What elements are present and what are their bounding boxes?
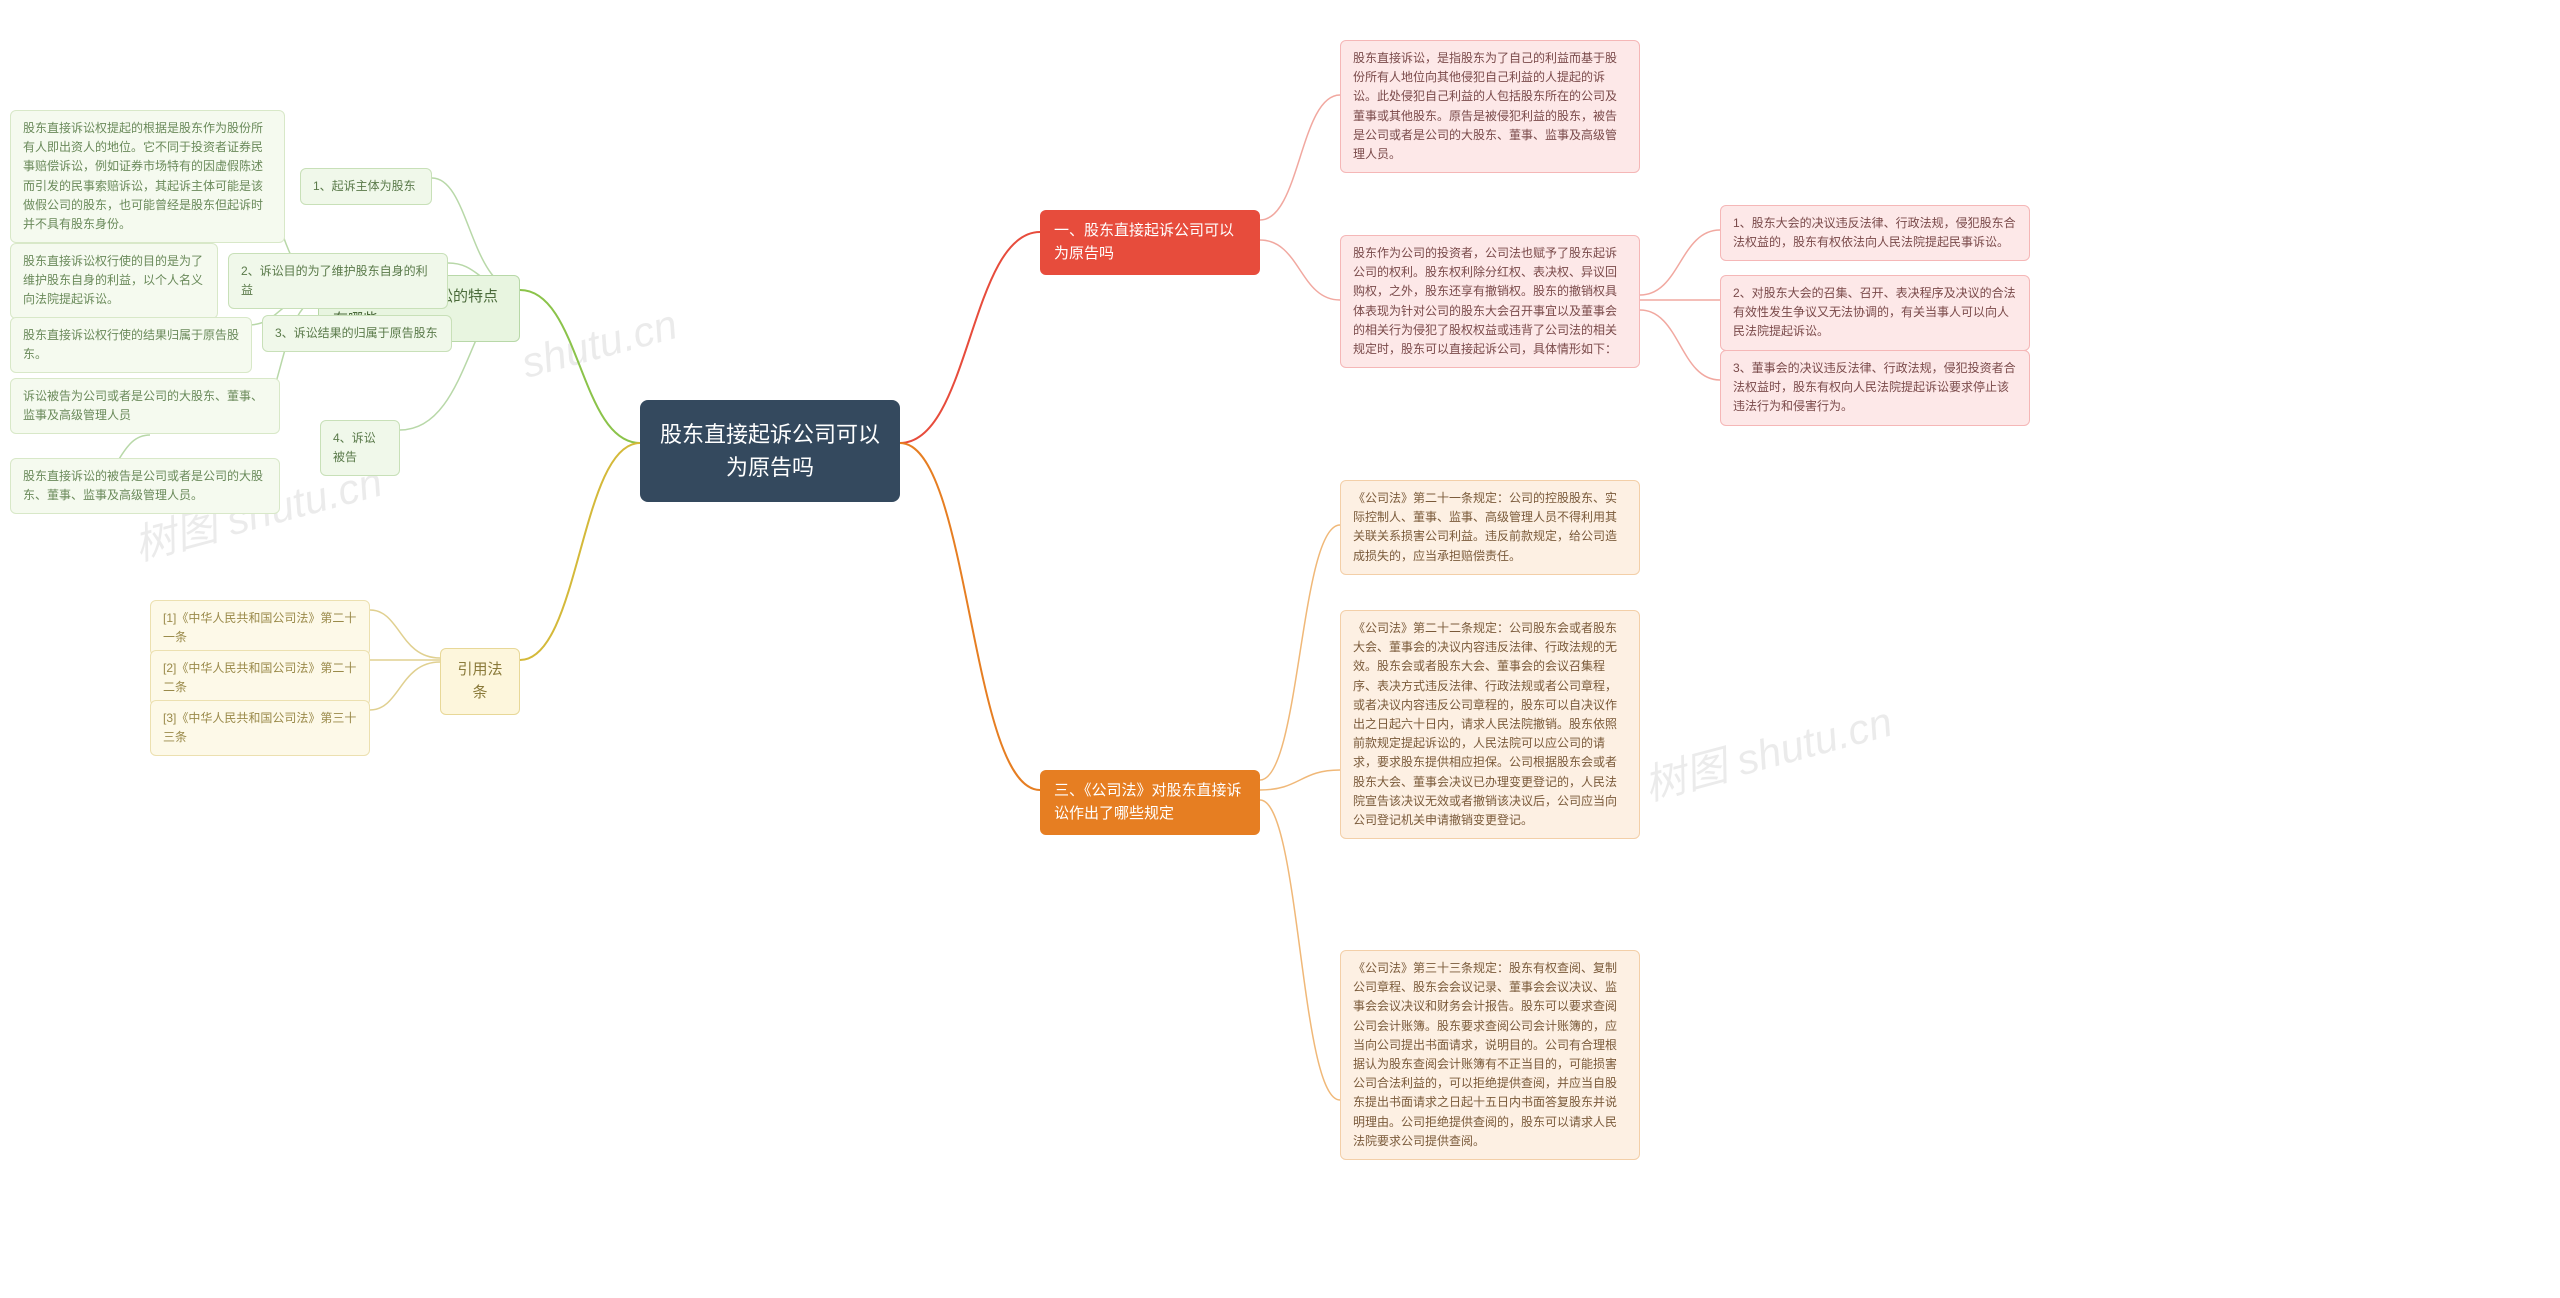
leaf-text: 2、对股东大会的召集、召开、表决程序及决议的合法有效性发生争议又无法协调的，有关… bbox=[1733, 286, 2016, 338]
branch-3-leaf-2: 《公司法》第二十二条规定：公司股东会或者股东大会、董事会的决议内容违反法律、行政… bbox=[1340, 610, 1640, 839]
leaf-text: [2]《中华人民共和国公司法》第二十二条 bbox=[163, 661, 356, 694]
branch-2-s4: 4、诉讼被告 bbox=[320, 420, 400, 476]
branch-1-label: 一、股东直接起诉公司可以为原告吗 bbox=[1054, 222, 1234, 262]
leaf-text: 股东直接诉讼权行使的目的是为了维护股东自身的利益，以个人名义向法院提起诉讼。 bbox=[23, 254, 203, 306]
sub-label: 4、诉讼被告 bbox=[333, 431, 376, 464]
branch-2-s2: 2、诉讼目的为了维护股东自身的利益 bbox=[228, 253, 448, 309]
branch-3-label: 三、《公司法》对股东直接诉讼作出了哪些规定 bbox=[1054, 782, 1242, 822]
branch-1-sub-2: 2、对股东大会的召集、召开、表决程序及决议的合法有效性发生争议又无法协调的，有关… bbox=[1720, 275, 2030, 351]
branch-1-sub-3: 3、董事会的决议违反法律、行政法规，侵犯投资者合法权益时，股东有权向人民法院提起… bbox=[1720, 350, 2030, 426]
center-node: 股东直接起诉公司可以为原告吗 bbox=[640, 400, 900, 502]
branch-3: 三、《公司法》对股东直接诉讼作出了哪些规定 bbox=[1040, 770, 1260, 835]
branch-4: 引用法条 bbox=[440, 648, 520, 715]
center-label: 股东直接起诉公司可以为原告吗 bbox=[660, 422, 880, 480]
branch-3-leaf-3: 《公司法》第三十三条规定：股东有权查阅、复制公司章程、股东会会议记录、董事会会议… bbox=[1340, 950, 1640, 1160]
branch-1: 一、股东直接起诉公司可以为原告吗 bbox=[1040, 210, 1260, 275]
branch-4-leaf-2: [2]《中华人民共和国公司法》第二十二条 bbox=[150, 650, 370, 706]
leaf-text: 股东直接诉讼，是指股东为了自己的利益而基于股份所有人地位向其他侵犯自己利益的人提… bbox=[1353, 51, 1617, 161]
leaf-text: 股东直接诉讼的被告是公司或者是公司的大股东、董事、监事及高级管理人员。 bbox=[23, 469, 263, 502]
branch-2-s4-leaf-1: 诉讼被告为公司或者是公司的大股东、董事、监事及高级管理人员 bbox=[10, 378, 280, 434]
leaf-text: [3]《中华人民共和国公司法》第三十三条 bbox=[163, 711, 356, 744]
leaf-text: 1、股东大会的决议违反法律、行政法规，侵犯股东合法权益的，股东有权依法向人民法院… bbox=[1733, 216, 2016, 249]
branch-1-leaf-1: 股东直接诉讼，是指股东为了自己的利益而基于股份所有人地位向其他侵犯自己利益的人提… bbox=[1340, 40, 1640, 173]
branch-4-leaf-1: [1]《中华人民共和国公司法》第二十一条 bbox=[150, 600, 370, 656]
leaf-text: 股东直接诉讼权行使的结果归属于原告股东。 bbox=[23, 328, 239, 361]
leaf-text: 《公司法》第二十一条规定：公司的控股股东、实际控制人、董事、监事、高级管理人员不… bbox=[1353, 491, 1617, 563]
leaf-text: [1]《中华人民共和国公司法》第二十一条 bbox=[163, 611, 356, 644]
branch-2-s3: 3、诉讼结果的归属于原告股东 bbox=[262, 315, 452, 352]
sub-label: 2、诉讼目的为了维护股东自身的利益 bbox=[241, 264, 428, 297]
branch-1-sub-1: 1、股东大会的决议违反法律、行政法规，侵犯股东合法权益的，股东有权依法向人民法院… bbox=[1720, 205, 2030, 261]
leaf-text: 股东直接诉讼权提起的根据是股东作为股份所有人即出资人的地位。它不同于投资者证券民… bbox=[23, 121, 263, 231]
leaf-text: 《公司法》第三十三条规定：股东有权查阅、复制公司章程、股东会会议记录、董事会会议… bbox=[1353, 961, 1617, 1148]
leaf-text: 股东作为公司的投资者，公司法也赋予了股东起诉公司的权利。股东权利除分红权、表决权… bbox=[1353, 246, 1617, 356]
branch-2-s4-leaf-2: 股东直接诉讼的被告是公司或者是公司的大股东、董事、监事及高级管理人员。 bbox=[10, 458, 280, 514]
branch-2-s3-leaf: 股东直接诉讼权行使的结果归属于原告股东。 bbox=[10, 317, 252, 373]
leaf-text: 3、董事会的决议违反法律、行政法规，侵犯投资者合法权益时，股东有权向人民法院提起… bbox=[1733, 361, 2016, 413]
branch-4-label: 引用法条 bbox=[457, 661, 502, 701]
leaf-text: 诉讼被告为公司或者是公司的大股东、董事、监事及高级管理人员 bbox=[23, 389, 263, 422]
branch-4-leaf-3: [3]《中华人民共和国公司法》第三十三条 bbox=[150, 700, 370, 756]
branch-1-leaf-2: 股东作为公司的投资者，公司法也赋予了股东起诉公司的权利。股东权利除分红权、表决权… bbox=[1340, 235, 1640, 368]
leaf-text: 《公司法》第二十二条规定：公司股东会或者股东大会、董事会的决议内容违反法律、行政… bbox=[1353, 621, 1617, 827]
sub-label: 3、诉讼结果的归属于原告股东 bbox=[275, 326, 438, 340]
branch-3-leaf-1: 《公司法》第二十一条规定：公司的控股股东、实际控制人、董事、监事、高级管理人员不… bbox=[1340, 480, 1640, 575]
branch-2-s1-leaf: 股东直接诉讼权提起的根据是股东作为股份所有人即出资人的地位。它不同于投资者证券民… bbox=[10, 110, 285, 243]
branch-2-s1: 1、起诉主体为股东 bbox=[300, 168, 432, 205]
sub-label: 1、起诉主体为股东 bbox=[313, 179, 416, 193]
branch-2-s2-leaf: 股东直接诉讼权行使的目的是为了维护股东自身的利益，以个人名义向法院提起诉讼。 bbox=[10, 243, 218, 319]
